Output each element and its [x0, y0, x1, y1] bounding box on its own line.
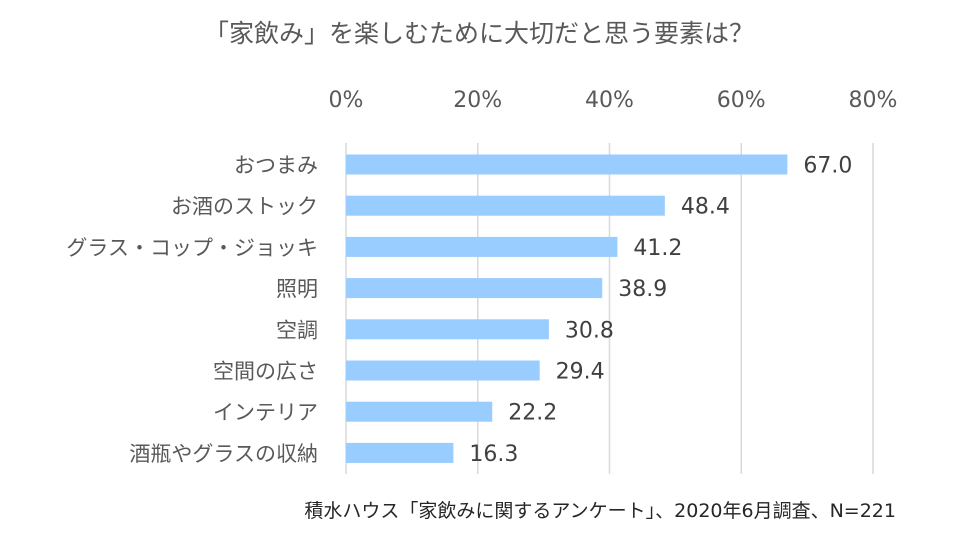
data-label: 22.2 [508, 401, 557, 426]
chart-title: 「家飲み」を楽しむために大切だと思う要素は？ [203, 19, 754, 48]
bar [346, 442, 454, 463]
category-label: おつまみ [234, 154, 318, 178]
category-label: 空調 [276, 318, 318, 342]
bar [346, 278, 603, 299]
category-label: インテリア [213, 401, 318, 425]
data-label: 41.2 [633, 236, 682, 261]
bar [346, 154, 788, 175]
x-tick-label: 0% [329, 88, 364, 113]
bar [346, 319, 549, 340]
data-label: 29.4 [556, 360, 605, 385]
x-tick-label: 80% [849, 88, 898, 113]
data-label: 67.0 [803, 154, 852, 179]
x-tick-label: 40% [585, 88, 634, 113]
category-label: 酒瓶やグラスの収納 [129, 442, 318, 466]
x-tick-label: 60% [717, 88, 766, 113]
category-label: 照明 [276, 277, 318, 301]
category-label: 空間の広さ [213, 360, 318, 384]
bar [346, 401, 493, 422]
bar [346, 195, 665, 216]
bar [346, 236, 618, 257]
source-note: 積水ハウス「家飲みに関するアンケート」、2020年6月調査、N=221 [304, 500, 896, 522]
data-label: 16.3 [469, 442, 518, 467]
category-label: グラス・コップ・ジョッキ [66, 236, 318, 260]
data-label: 38.9 [618, 277, 667, 302]
data-label: 48.4 [681, 195, 730, 220]
category-label: お酒のストック [171, 195, 318, 219]
bar [346, 360, 540, 381]
x-tick-label: 20% [453, 88, 502, 113]
data-label: 30.8 [565, 318, 614, 343]
